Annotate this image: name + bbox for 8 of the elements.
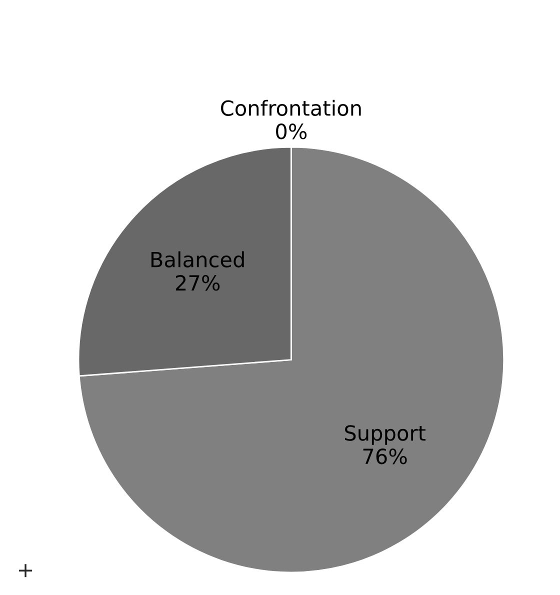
data-label: 27%: [176, 275, 220, 291]
category-label: Confrontation: [221, 100, 361, 116]
data-label: 76%: [363, 448, 407, 464]
slice-label: Support: [345, 425, 426, 445]
pie-slice: [78, 146, 505, 574]
slice-label: Balanced: [151, 251, 244, 268]
text: +: [19, 564, 32, 578]
text: 0%: [276, 124, 307, 140]
